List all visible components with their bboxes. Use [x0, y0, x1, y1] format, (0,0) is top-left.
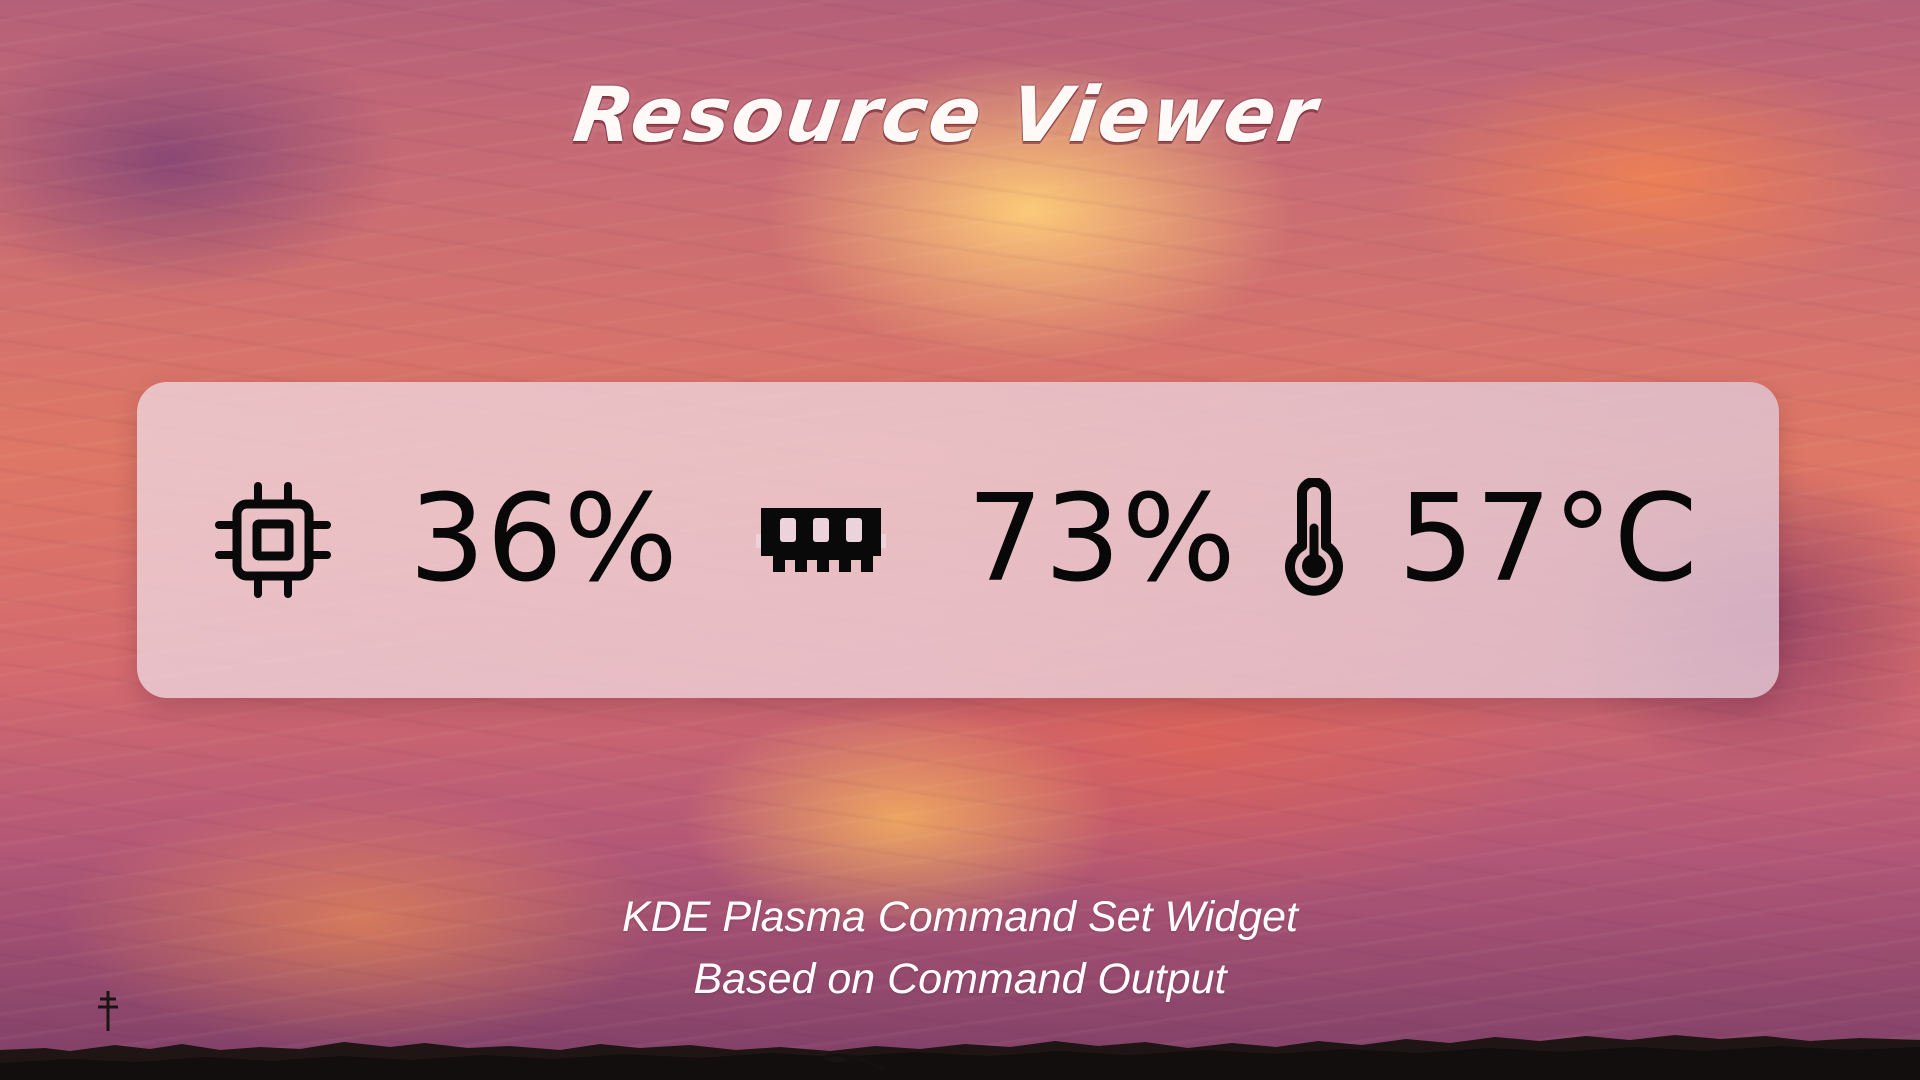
memory-module-icon [756, 508, 886, 572]
memory-value: 73% [967, 470, 1237, 609]
temperature-value: 57°C [1398, 470, 1699, 609]
cpu-chip-icon [215, 482, 331, 598]
cpu-value: 36% [409, 470, 679, 609]
caption-line-1: KDE Plasma Command Set Widget [622, 893, 1298, 941]
caption-line-2: Based on Command Output [693, 955, 1227, 1003]
resource-widget: 36% 73% 57°C [137, 382, 1779, 698]
memory-metric: 73% [751, 474, 1237, 606]
city-silhouette [0, 991, 1920, 1080]
thermometer-icon [1285, 478, 1343, 596]
page-title: Resource Viewer [568, 70, 1324, 159]
temperature-metric: 57°C [1272, 474, 1698, 606]
cpu-metric: 36% [213, 474, 679, 606]
